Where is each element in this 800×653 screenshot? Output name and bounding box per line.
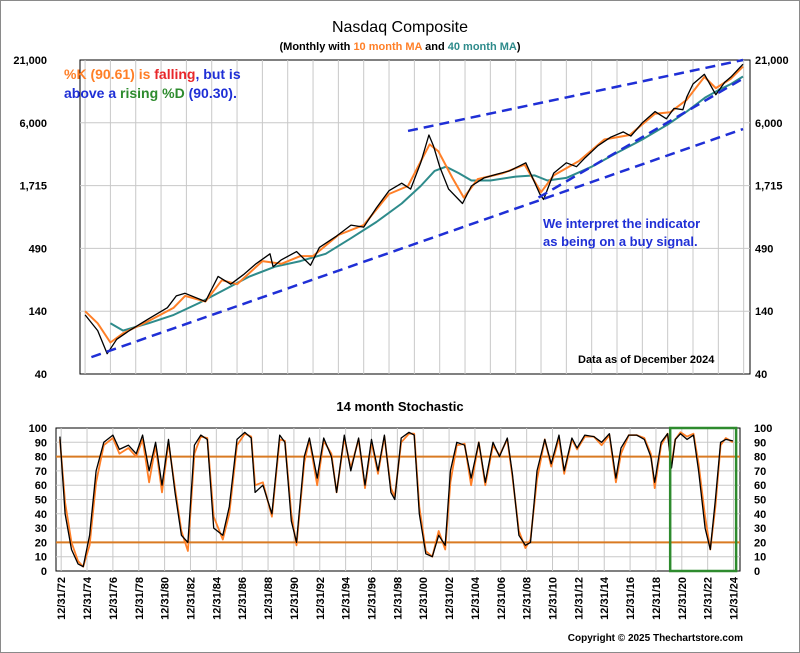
x-tick-label: 12/31/96 — [366, 577, 378, 620]
x-tick-label: 12/31/76 — [108, 577, 120, 620]
price-y-tick-right: 490 — [755, 243, 773, 255]
price-grid — [80, 60, 750, 374]
price-y-tick-right: 40 — [755, 369, 767, 381]
x-tick-label: 12/31/20 — [677, 577, 689, 620]
x-tick-label: 12/31/88 — [263, 577, 275, 620]
signal-highlight-box — [668, 426, 738, 573]
stochastic-y-tick-right: 70 — [754, 466, 766, 478]
stochastic-y-tick-right: 20 — [754, 537, 766, 549]
x-tick-label: 12/31/02 — [444, 577, 456, 620]
x-tick-label: 12/31/94 — [341, 576, 353, 620]
chart-subtitle: (Monthly with 10 month MA and 40 month M… — [280, 41, 521, 53]
x-tick-label: 12/31/14 — [599, 576, 611, 620]
price-y-tick-left: 140 — [29, 306, 47, 318]
trendline-3 — [537, 77, 744, 199]
stochastic-y-tick-left: 20 — [35, 537, 47, 549]
interpret-annotation-line2: as being on a buy signal. — [543, 234, 698, 249]
price-series — [84, 63, 744, 355]
stochastic-y-ticks-right: 0 10 20 30 40 50 60 70 80 90 100 — [754, 423, 772, 578]
price-y-tick-right: 21,000 — [755, 55, 789, 67]
x-tick-label: 12/31/10 — [548, 577, 560, 620]
stochastic-y-tick-right: 80 — [754, 452, 766, 464]
x-tick-label: 12/31/98 — [392, 577, 404, 620]
x-tick-label: 12/31/00 — [418, 577, 430, 620]
x-tick-label: 12/31/72 — [56, 577, 68, 620]
series-40-month-ma — [109, 75, 744, 332]
stochastic-y-tick-left: 40 — [35, 509, 47, 521]
x-tick-label: 12/31/74 — [82, 576, 94, 620]
stochastic-y-tick-left: 60 — [35, 480, 47, 492]
stochastic-y-tick-left: 80 — [35, 452, 47, 464]
stochastic-y-tick-right: 60 — [754, 480, 766, 492]
stochastic-y-ticks-left: 0 10 20 30 40 50 60 70 80 90 100 — [29, 423, 47, 578]
x-tick-label: 12/31/18 — [651, 577, 663, 620]
highlight-box — [668, 426, 738, 573]
price-plot-area — [79, 59, 751, 375]
stochastic-y-tick-left: 0 — [41, 566, 47, 578]
price-y-tick-left: 490 — [29, 243, 47, 255]
price-y-ticks-right: 40 140 490 1,715 6,000 21,000 — [755, 55, 789, 381]
x-tick-label: 12/31/08 — [522, 577, 534, 620]
x-tick-label: 12/31/80 — [160, 577, 172, 620]
series-10-month-ma — [84, 65, 744, 344]
x-tick-label: 12/31/78 — [134, 577, 146, 620]
interpret-annotation-line1: We interpret the indicator — [543, 216, 700, 231]
chart-title: Nasdaq Composite — [332, 19, 468, 36]
stochastic-grid — [56, 428, 740, 571]
x-tick-label: 12/31/22 — [703, 577, 715, 620]
x-tick-label: 12/31/86 — [237, 577, 249, 620]
stochastic-y-tick-right: 30 — [754, 523, 766, 535]
x-tick-label: 12/31/92 — [315, 577, 327, 620]
stochastic-y-tick-right: 0 — [754, 566, 760, 578]
x-tick-label: 12/31/16 — [625, 577, 637, 620]
x-tick-label: 12/31/24 — [729, 576, 741, 620]
series-pct-k — [59, 431, 734, 568]
x-tick-label: 12/31/84 — [211, 576, 223, 620]
price-y-tick-right: 6,000 — [755, 118, 783, 130]
price-y-tick-right: 1,715 — [755, 181, 783, 193]
x-tick-label: 12/31/90 — [289, 577, 301, 620]
d-annotation: above a rising %D (90.30). — [64, 85, 237, 101]
stochastic-series — [59, 431, 734, 568]
stochastic-y-tick-left: 50 — [35, 495, 47, 507]
trendline-1 — [90, 127, 744, 359]
stochastic-y-tick-right: 50 — [754, 495, 766, 507]
stochastic-y-tick-left: 90 — [35, 437, 47, 449]
trendlines — [90, 58, 744, 359]
stochastic-title: 14 month Stochastic — [336, 399, 463, 414]
copyright: Copyright © 2025 Thechartstore.com — [568, 633, 743, 644]
stochastic-y-tick-right: 100 — [754, 423, 772, 435]
x-tick-label: 12/31/82 — [185, 577, 197, 620]
x-tick-label: 12/31/12 — [573, 577, 585, 620]
x-tick-label: 12/31/04 — [470, 576, 482, 620]
series-nasdaq-composite — [84, 63, 744, 355]
x-tick-label: 12/31/06 — [496, 577, 508, 620]
stochastic-y-tick-left: 10 — [35, 552, 47, 564]
x-axis-ticks: 12/31/72 12/31/74 12/31/76 12/31/78 12/31/80… — [56, 576, 740, 620]
price-y-tick-left: 1,715 — [19, 181, 47, 193]
stochastic-y-tick-right: 10 — [754, 552, 766, 564]
stochastic-y-tick-left: 100 — [29, 423, 47, 435]
trendline-2 — [407, 58, 744, 133]
price-y-tick-left: 6,000 — [19, 118, 47, 130]
stochastic-y-tick-right: 40 — [754, 509, 766, 521]
price-y-tick-left: 40 — [35, 369, 47, 381]
stochastic-y-tick-left: 70 — [35, 466, 47, 478]
price-y-tick-right: 140 — [755, 306, 773, 318]
k-annotation: %K (90.61) is falling, but is — [64, 66, 241, 82]
stochastic-y-tick-right: 90 — [754, 437, 766, 449]
stochastic-y-tick-left: 30 — [35, 523, 47, 535]
price-y-tick-left: 21,000 — [13, 55, 47, 67]
data-as-of: Data as of December 2024 — [578, 354, 715, 366]
price-y-ticks-left: 40 140 490 1,715 6,000 21,000 — [13, 55, 47, 381]
